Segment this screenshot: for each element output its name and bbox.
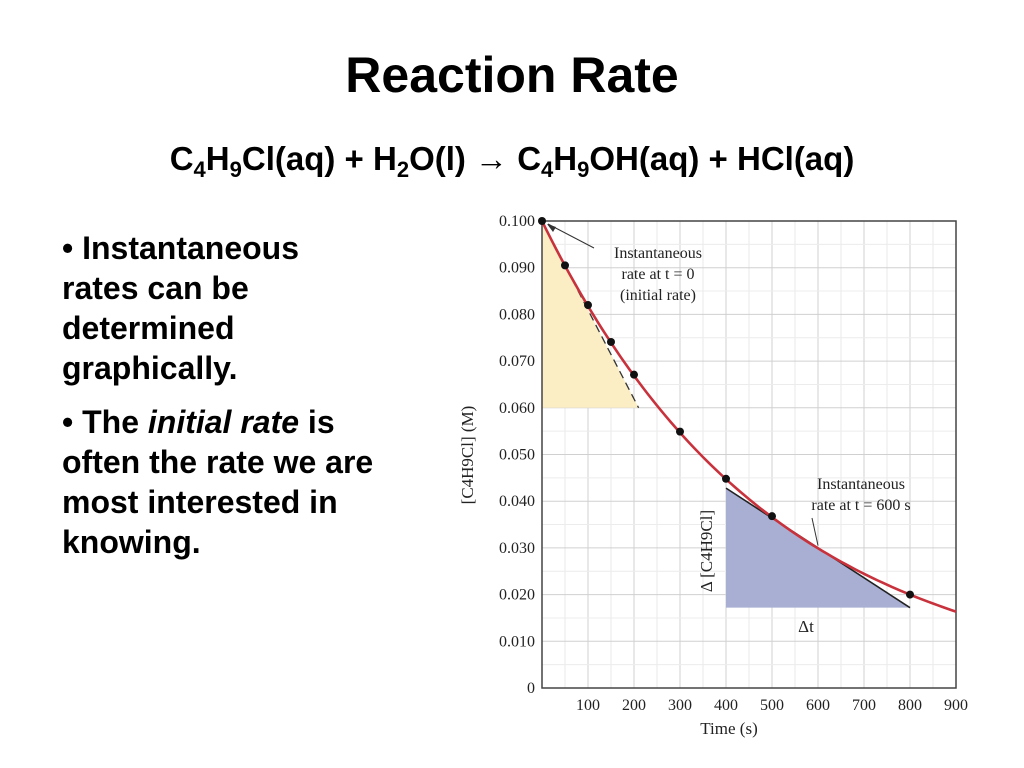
y-tick-label: 0.070: [499, 353, 535, 370]
slide-title: Reaction Rate: [345, 47, 679, 103]
y-tick-label: 0.090: [499, 260, 535, 277]
annotation-line: Instantaneous: [614, 245, 702, 262]
y-tick-label: 0.040: [499, 493, 535, 510]
data-point: [561, 261, 569, 270]
eq-part: H: [553, 140, 578, 177]
y-tick-label: 0: [527, 680, 535, 697]
annotation-line: (initial rate): [620, 287, 696, 304]
annotation-leader-line: [811, 517, 819, 546]
annotation-line: rate at t = 0: [622, 266, 695, 283]
y-tick-label: 0.100: [499, 213, 535, 230]
initial-tangent-line: [541, 220, 640, 409]
eq-part: O(l): [409, 140, 476, 177]
x-tick-label: 900: [944, 697, 968, 714]
y-tick-label: 0.080: [499, 306, 535, 323]
y-tick-label: 0.020: [499, 587, 535, 604]
x-tick-label: 100: [576, 697, 600, 714]
y-axis-title: [C4H9Cl] (M): [458, 406, 477, 505]
eq-subscript: 4: [193, 157, 206, 182]
eq-subscript: 2: [396, 157, 410, 182]
data-point: [906, 590, 914, 599]
x-tick-label: 400: [714, 697, 738, 714]
bullet-item: • Instantaneous rates can be determined …: [62, 228, 382, 388]
eq-subscript: 4: [541, 157, 554, 182]
data-point: [768, 512, 776, 521]
x-tick-label: 300: [668, 697, 692, 714]
x-tick-label: 800: [898, 697, 922, 714]
y-tick-label: 0.010: [499, 633, 535, 650]
eq-subscript: 9: [229, 157, 242, 182]
bullet-text: Instantaneous rates can be determined gr…: [62, 230, 300, 386]
arrowhead-icon: [547, 224, 556, 232]
eq-part: Cl(aq) + H: [241, 140, 397, 177]
annotation-line: Instantaneous: [817, 476, 905, 493]
data-point: [630, 370, 638, 379]
delta-concentration-label: Δ [C4H9Cl]: [697, 510, 716, 592]
reaction-equation: C4H9Cl(aq) + H2O(l) → C4H9OH(aq) + HCl(a…: [0, 140, 1024, 181]
eq-part: C: [508, 140, 542, 177]
data-point: [722, 474, 730, 483]
bullet-list: • Instantaneous rates can be determined …: [62, 228, 382, 576]
annotation-line: rate at t = 600 s: [811, 497, 910, 514]
y-tick-label: 0.060: [499, 400, 535, 417]
delta-time-label: Δt: [798, 617, 814, 636]
bullet-item: • The initial rate is often the rate we …: [62, 402, 382, 562]
x-tick-label: 600: [806, 697, 830, 714]
y-tick-label: 0.030: [499, 540, 535, 557]
x-tick-label: 200: [622, 697, 646, 714]
eq-subscript: 9: [577, 157, 590, 182]
data-point: [538, 217, 546, 225]
bullet-text: is often the rate we are most interested…: [62, 404, 374, 560]
y-tick-label: 0.050: [499, 447, 535, 464]
data-point: [584, 301, 592, 310]
bullet-marker: •: [62, 230, 74, 266]
data-point: [676, 427, 684, 436]
bullet-emphasis: initial rate: [147, 404, 300, 440]
x-axis-title: Time (s): [700, 719, 757, 738]
bullet-marker: •: [62, 404, 74, 440]
initial-rate-annotation: Instantaneous rate at t = 0 (initial rate): [547, 223, 702, 304]
data-point: [607, 337, 615, 346]
eq-part: OH(aq) + HCl(aq): [589, 140, 855, 177]
t600-rate-annotation: Instantaneous rate at t = 600 s: [811, 476, 911, 546]
bullet-text: The: [73, 404, 148, 440]
x-tick-label: 500: [760, 697, 784, 714]
x-tick-label: 700: [852, 697, 876, 714]
eq-part: C: [169, 140, 194, 177]
plot-frame: [541, 220, 957, 689]
eq-part: H: [205, 140, 230, 177]
reaction-arrow-icon: →: [475, 140, 509, 177]
annotation-leader-line: [547, 223, 595, 249]
